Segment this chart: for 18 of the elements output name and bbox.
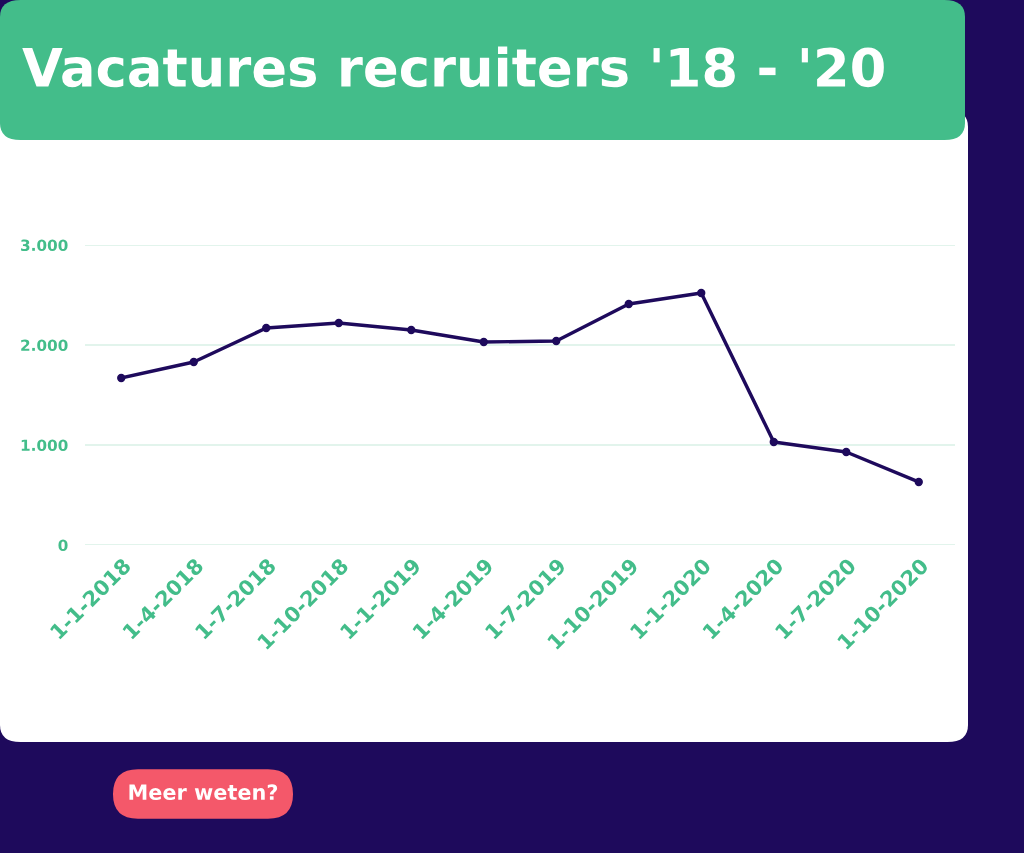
y-tick-label: 1.000 [21,439,68,452]
point [262,323,271,333]
point [624,299,633,309]
text: Meer weten? [129,784,278,801]
point [117,373,126,383]
point [189,357,198,367]
point [769,437,778,447]
point [914,477,923,487]
y-tick-label: 2.000 [21,339,68,352]
point [334,318,343,328]
point [552,336,561,346]
chart-title: Vacatures recruiters '18 - '20 [22,46,884,88]
point [842,447,851,457]
y-tick-label: 0 [58,539,68,552]
point [479,337,488,347]
y-tick-label: 3.000 [21,239,68,252]
point [407,325,416,335]
point [697,288,706,298]
